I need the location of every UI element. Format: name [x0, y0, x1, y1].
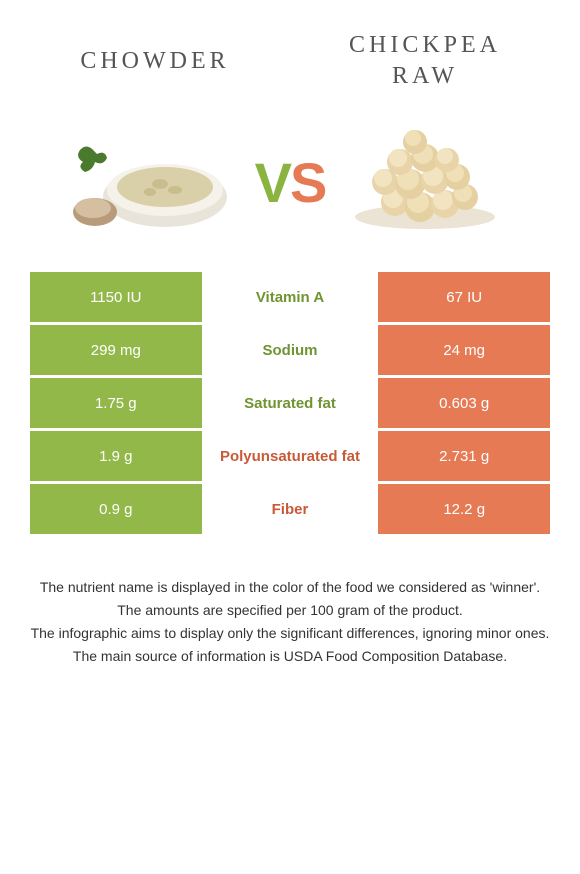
- right-food-image: [335, 122, 515, 242]
- left-food-image: [65, 122, 245, 242]
- footer-line: The infographic aims to display only the…: [28, 623, 552, 644]
- vs-label: VS: [255, 150, 326, 215]
- table-row: 299 mg Sodium 24 mg: [30, 325, 550, 375]
- header-row: CHOWDER CHICKPEA RAW: [0, 0, 580, 112]
- images-row: VS: [0, 112, 580, 272]
- footer-line: The amounts are specified per 100 gram o…: [28, 600, 552, 621]
- right-value: 67 IU: [378, 272, 550, 322]
- right-value: 2.731 g: [378, 431, 550, 481]
- nutrient-label: Polyunsaturated fat: [202, 431, 379, 481]
- table-row: 1150 IU Vitamin A 67 IU: [30, 272, 550, 322]
- right-food-title: CHICKPEA RAW: [317, 30, 533, 92]
- footer-notes: The nutrient name is displayed in the co…: [0, 537, 580, 689]
- table-row: 0.9 g Fiber 12.2 g: [30, 484, 550, 534]
- nutrient-label: Saturated fat: [202, 378, 379, 428]
- left-food-title: CHOWDER: [47, 46, 263, 77]
- vs-s-letter: S: [290, 151, 325, 214]
- left-value: 1.75 g: [30, 378, 202, 428]
- comparison-table: 1150 IU Vitamin A 67 IU 299 mg Sodium 24…: [0, 272, 580, 534]
- right-value: 0.603 g: [378, 378, 550, 428]
- right-value: 24 mg: [378, 325, 550, 375]
- footer-line: The main source of information is USDA F…: [28, 646, 552, 667]
- right-value: 12.2 g: [378, 484, 550, 534]
- footer-line: The nutrient name is displayed in the co…: [28, 577, 552, 598]
- nutrient-label: Sodium: [202, 325, 379, 375]
- left-value: 1.9 g: [30, 431, 202, 481]
- left-value: 0.9 g: [30, 484, 202, 534]
- nutrient-label: Vitamin A: [202, 272, 379, 322]
- vs-v-letter: V: [255, 151, 290, 214]
- table-row: 1.9 g Polyunsaturated fat 2.731 g: [30, 431, 550, 481]
- nutrient-label: Fiber: [202, 484, 379, 534]
- left-value: 1150 IU: [30, 272, 202, 322]
- left-value: 299 mg: [30, 325, 202, 375]
- table-row: 1.75 g Saturated fat 0.603 g: [30, 378, 550, 428]
